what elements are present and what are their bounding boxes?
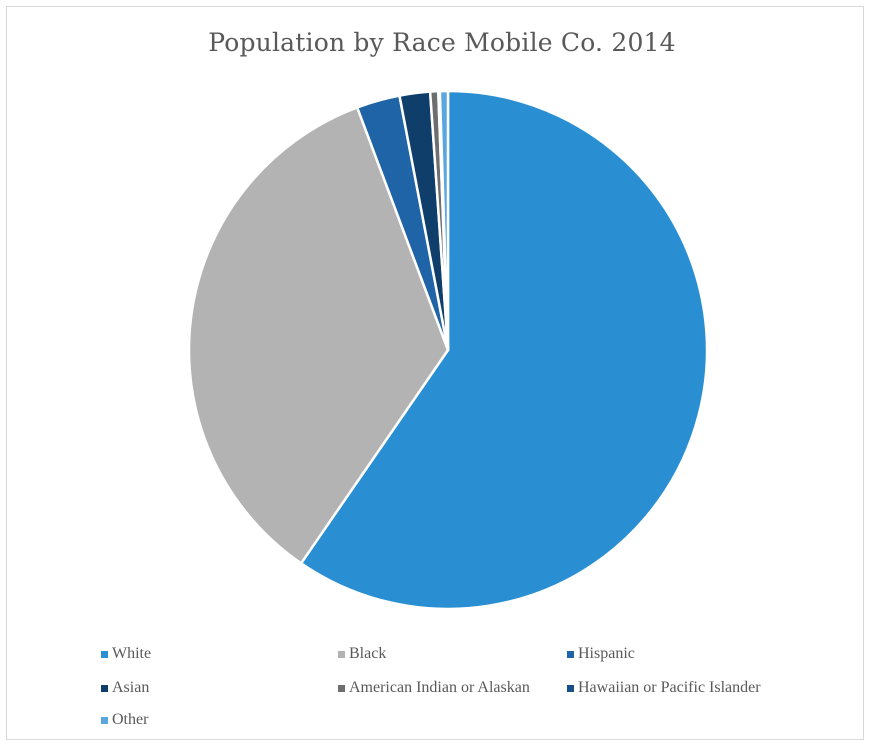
- legend-item-black: Black: [338, 645, 386, 663]
- legend-label: Hawaiian or Pacific Islander: [578, 679, 761, 696]
- legend-item-asian: Asian: [101, 679, 149, 697]
- legend-swatch: [567, 684, 574, 692]
- legend-label: Hispanic: [578, 645, 635, 662]
- legend-item-white: White: [101, 645, 151, 663]
- legend-swatch: [338, 650, 345, 658]
- legend-label: Asian: [112, 679, 150, 696]
- legend-item-american-indian-or-alaskan: American Indian or Alaskan: [338, 679, 530, 697]
- pie-slice-white: [299, 89, 709, 611]
- pie-slice-other: [438, 89, 450, 352]
- chart-title: Population by Race Mobile Co. 2014: [208, 28, 676, 57]
- legend-label: Other: [112, 711, 149, 728]
- pie-slice-black: [187, 106, 450, 565]
- legend-swatch: [101, 716, 108, 724]
- legend-swatch: [101, 684, 108, 692]
- legend-item-other: Other: [101, 711, 148, 729]
- legend-item-hawaiian-or-pacific-islander: Hawaiian or Pacific Islander: [567, 679, 761, 697]
- legend-item-hispanic: Hispanic: [567, 645, 635, 663]
- legend-swatch: [567, 650, 574, 658]
- legend-swatch: [101, 650, 108, 658]
- legend-swatch: [338, 684, 345, 692]
- legend-label: White: [112, 645, 152, 662]
- legend-label: Black: [349, 645, 387, 662]
- legend-label: American Indian or Alaskan: [349, 679, 530, 696]
